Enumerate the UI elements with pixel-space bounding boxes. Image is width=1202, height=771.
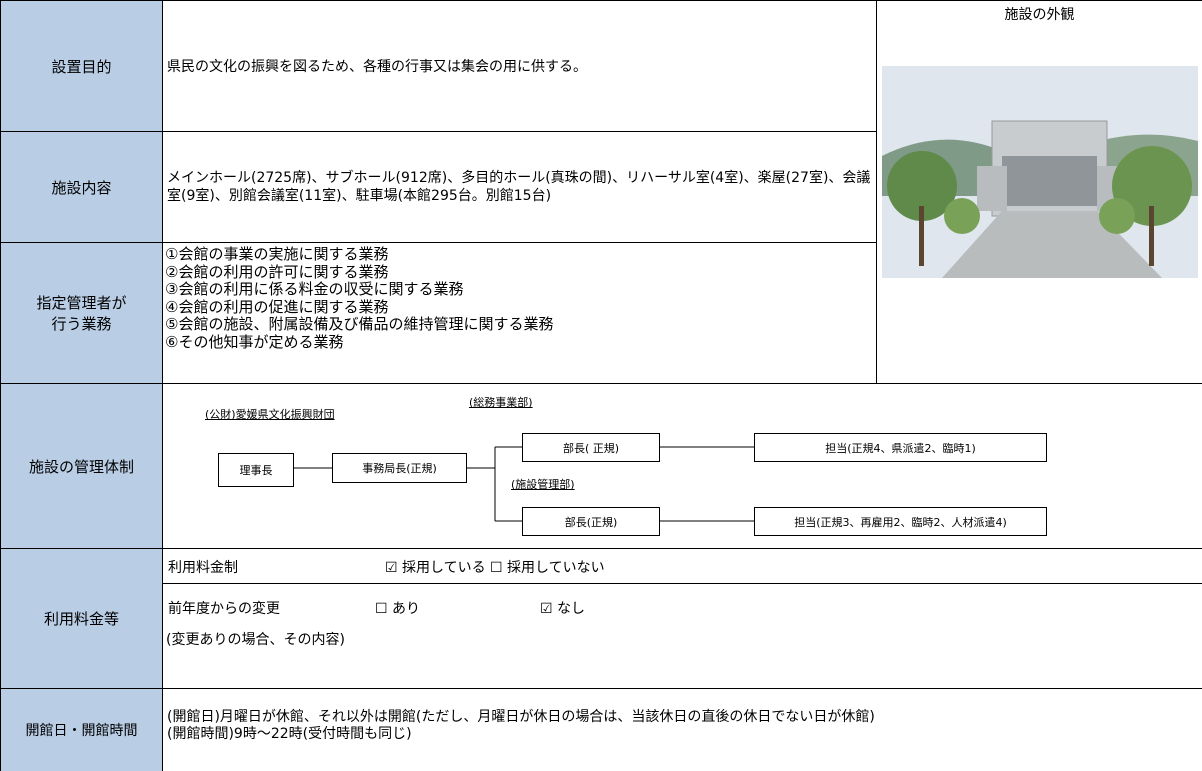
row-header: 開館日・開館時間 [1, 689, 163, 771]
row-header: 施設の管理体制 [1, 384, 163, 549]
list-item: ⑤会館の施設、附属設備及び備品の維持管理に関する業務 [165, 315, 554, 333]
photo-caption: 施設の外観 [1004, 7, 1075, 23]
list-item: ④会館の利用の促進に関する業務 [165, 297, 389, 316]
row-content: 利用料金制 ☑ 採用している ☐ 採用していない [163, 549, 1202, 584]
org-box: 部長(正規) [522, 507, 660, 536]
row-content [163, 384, 1202, 549]
org-dept: (総務事業部) [469, 396, 533, 409]
org-box: 担当(正規3、再雇用2、臨時2、人材派遣4) [754, 507, 1047, 536]
text: 前年度からの変更 [168, 601, 280, 617]
text: 利用料金制 [168, 560, 238, 576]
org-foundation: (公財)愛媛県文化振興財団 [205, 408, 335, 421]
list-item: ②会館の利用の許可に関する業務 [165, 262, 389, 281]
photo [882, 66, 1198, 278]
text: (開館時間)9時～22時(受付時間も同じ) [167, 726, 412, 742]
row-header: 指定管理者が 行う業務 [1, 243, 163, 384]
row-content: ①会館の事業の実施に関する業務 ②会館の利用の許可に関する業務 ③会館の利用に係… [163, 243, 877, 384]
row-header: 施設内容 [1, 132, 163, 243]
row-header: 利用料金等 [1, 549, 163, 689]
text: メインホール(2725席)、サブホール(912席)、多目的ホール(真珠の間)、リ… [167, 170, 871, 204]
row-content: 前年度からの変更 ☐ あり ☑ なし (変更ありの場合、その内容) [163, 584, 1202, 689]
row-header: 設置目的 [1, 1, 163, 132]
list-item: ①会館の事業の実施に関する業務 [165, 245, 389, 263]
text: (開館日)月曜日が休館、それ以外は開館(ただし、月曜日が休日の場合は、当該休日の… [167, 709, 875, 725]
row-content: メインホール(2725席)、サブホール(912席)、多目的ホール(真珠の間)、リ… [163, 132, 877, 243]
org-box: 理事長 [218, 453, 294, 487]
checkbox-options: ☑ 採用している ☐ 採用していない [385, 560, 605, 576]
row-content: 県民の文化の振興を図るため、各種の行事又は集会の用に供する。 [163, 1, 877, 132]
list-item: ⑥その他知事が定める業務 [165, 332, 344, 351]
org-dept: (施設管理部) [511, 478, 575, 491]
org-box: 部長( 正規) [522, 433, 660, 462]
checkbox-option: ☐ あり [375, 601, 421, 617]
org-box: 事務局長(正規) [332, 453, 467, 483]
photo-cell: 施設の外観 [877, 1, 1202, 384]
text: 県民の文化の振興を図るため、各種の行事又は集会の用に供する。 [167, 59, 587, 75]
checkbox-option: ☑ なし [540, 601, 586, 617]
row-content: (開館日)月曜日が休館、それ以外は開館(ただし、月曜日が休日の場合は、当該休日の… [163, 689, 1202, 771]
org-box: 担当(正規4、県派遣2、臨時1) [754, 433, 1047, 462]
text: (変更ありの場合、その内容) [166, 632, 345, 648]
list-item: ③会館の利用に係る料金の収受に関する業務 [165, 280, 464, 298]
